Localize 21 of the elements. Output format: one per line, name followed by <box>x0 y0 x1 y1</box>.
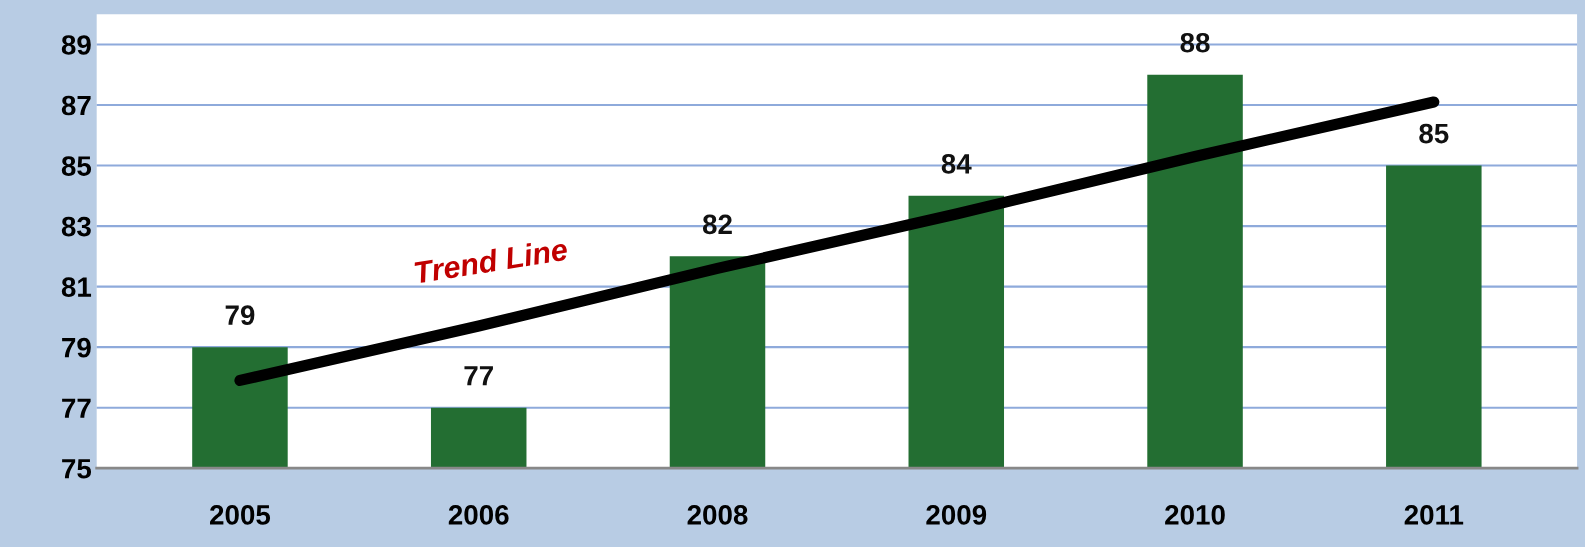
data-label: 85 <box>1419 123 1449 144</box>
x-tick-label: 2010 <box>1165 505 1225 525</box>
x-tick-label: 2008 <box>687 505 748 525</box>
data-label: 77 <box>464 366 493 386</box>
y-tick-label: 83 <box>61 216 91 237</box>
data-label: 79 <box>225 305 255 326</box>
y-tick-label: 89 <box>61 35 91 55</box>
data-label: 88 <box>1180 32 1210 53</box>
data-label: 82 <box>702 214 732 235</box>
x-tick-label: 2006 <box>448 505 509 525</box>
annotation: Trend Line <box>414 237 569 284</box>
x-tick-label: 2011 <box>1404 505 1464 525</box>
y-tick-label: 81 <box>61 277 92 297</box>
x-tick-label: 2009 <box>926 505 987 525</box>
y-tick-label: 85 <box>61 156 92 176</box>
y-tick-label: 75 <box>62 459 92 479</box>
x-tick-label: 2005 <box>210 505 271 525</box>
y-tick-label: 77 <box>62 398 91 418</box>
y-tick-label: 79 <box>62 337 91 358</box>
y-tick-label: 87 <box>61 95 91 116</box>
data-label: 84 <box>941 154 972 174</box>
